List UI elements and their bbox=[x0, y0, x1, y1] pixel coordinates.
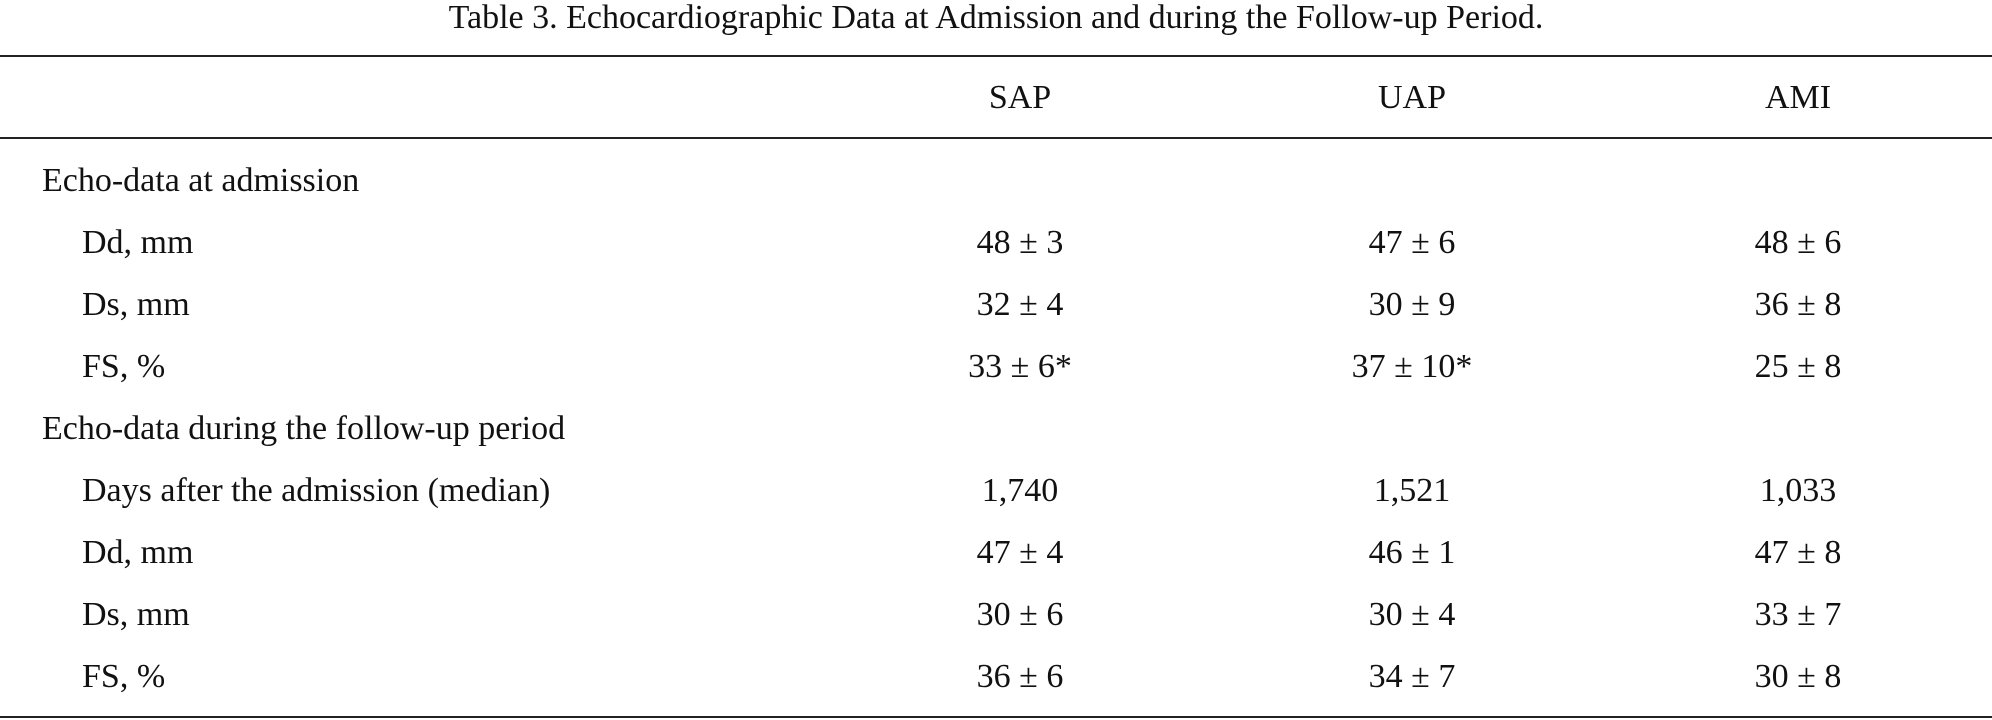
ami-value: 36 ± 8 bbox=[1754, 286, 1842, 323]
ami-value: 30 ± 8 bbox=[1754, 658, 1842, 695]
row-label: Dd, mm bbox=[82, 534, 194, 571]
section-heading-row: Echo-data at admission bbox=[0, 161, 1992, 201]
ami-value: 48 ± 6 bbox=[1754, 224, 1842, 261]
row-label: FS, % bbox=[82, 658, 166, 695]
table-row: Dd, mm 47 ± 4 46 ± 1 47 ± 8 bbox=[0, 533, 1992, 573]
table-row: Dd, mm 48 ± 3 47 ± 6 48 ± 6 bbox=[0, 223, 1992, 263]
sap-value: 32 ± 4 bbox=[976, 286, 1064, 323]
sap-value: 47 ± 4 bbox=[976, 534, 1064, 571]
section-heading: Echo-data during the follow-up period bbox=[42, 410, 566, 447]
table-row: FS, % 33 ± 6* 37 ± 10* 25 ± 8 bbox=[0, 347, 1992, 387]
table-row: FS, % 36 ± 6 34 ± 7 30 ± 8 bbox=[0, 657, 1992, 697]
sap-value: 1,740 bbox=[981, 472, 1059, 509]
row-label: FS, % bbox=[82, 348, 166, 385]
top-rule bbox=[0, 55, 1992, 57]
sap-value: 30 ± 6 bbox=[976, 596, 1064, 633]
table-caption: Table 3. Echocardiographic Data at Admis… bbox=[448, 0, 1544, 36]
row-label: Dd, mm bbox=[82, 224, 194, 261]
table-row: Ds, mm 30 ± 6 30 ± 4 33 ± 7 bbox=[0, 595, 1992, 635]
row-label: Days after the admission (median) bbox=[82, 472, 551, 509]
row-label: Ds, mm bbox=[82, 286, 190, 323]
uap-value: 46 ± 1 bbox=[1368, 534, 1456, 571]
sap-value: 48 ± 3 bbox=[976, 224, 1064, 261]
column-header-sap: SAP bbox=[988, 79, 1052, 116]
sap-value: 36 ± 6 bbox=[976, 658, 1064, 695]
column-header-uap: UAP bbox=[1377, 79, 1447, 116]
row-label: Ds, mm bbox=[82, 596, 190, 633]
table-row: Days after the admission (median) 1,740 … bbox=[0, 471, 1992, 511]
ami-value: 25 ± 8 bbox=[1754, 348, 1842, 385]
ami-value: 1,033 bbox=[1759, 472, 1837, 509]
uap-value: 30 ± 9 bbox=[1368, 286, 1456, 323]
ami-value: 47 ± 8 bbox=[1754, 534, 1842, 571]
uap-value: 1,521 bbox=[1373, 472, 1451, 509]
uap-value: 37 ± 10* bbox=[1351, 348, 1473, 385]
section-heading: Echo-data at admission bbox=[42, 162, 360, 199]
ami-value: 33 ± 7 bbox=[1754, 596, 1842, 633]
sap-value: 33 ± 6* bbox=[968, 348, 1072, 385]
uap-value: 34 ± 7 bbox=[1368, 658, 1456, 695]
table-row: Ds, mm 32 ± 4 30 ± 9 36 ± 8 bbox=[0, 285, 1992, 325]
bottom-rule bbox=[0, 716, 1992, 718]
column-header-ami: AMI bbox=[1764, 79, 1832, 116]
column-header-row: SAP UAP AMI bbox=[0, 78, 1992, 118]
section-heading-row: Echo-data during the follow-up period bbox=[0, 409, 1992, 449]
header-rule bbox=[0, 137, 1992, 139]
uap-value: 30 ± 4 bbox=[1368, 596, 1456, 633]
uap-value: 47 ± 6 bbox=[1368, 224, 1456, 261]
